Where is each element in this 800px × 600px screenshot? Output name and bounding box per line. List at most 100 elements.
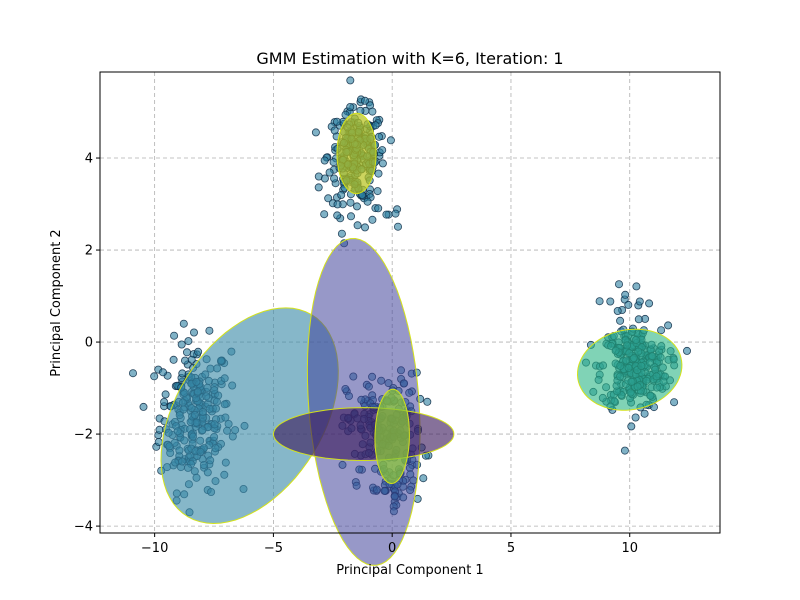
scatter-point [170,331,179,340]
scatter-point [150,372,159,381]
scatter-point [631,413,640,422]
y-tick-label-3: 2 [85,244,93,259]
scatter-point [128,369,137,378]
x-tick-label-4: 10 [621,541,638,556]
scatter-point [368,107,377,116]
scatter-point [161,390,170,399]
scatter-point [393,222,402,231]
scatter-point [320,156,329,165]
y-axis-ticks: −4 −2 0 2 4 [74,152,100,535]
scatter-point [374,132,383,141]
scatter-point [320,174,329,183]
scatter-point [155,425,164,434]
y-tick-label-1: −2 [74,428,93,443]
scatter-point [374,169,383,178]
scatter-point [353,221,362,230]
scatter-point [640,409,649,418]
scatter-point [330,174,339,183]
scatter-point [634,315,643,324]
scatter-point [363,197,372,206]
scatter-point [324,194,333,203]
scatter-point [683,346,692,355]
scatter-point [187,355,196,364]
scatter-point [360,223,369,232]
scatter-point [154,437,163,446]
x-tick-label-2: 0 [388,541,396,556]
scatter-point [360,96,369,105]
scatter-point [180,356,189,365]
gmm-ellipses [160,112,683,566]
scatter-point [645,299,654,308]
scatter-point [329,158,338,167]
scatter-point [657,326,666,335]
gmm-component-ellipse-6 [374,388,410,485]
scatter-point [391,209,400,218]
scatter-point [378,159,387,168]
scatter-point [632,282,641,291]
scatter-point [184,337,193,346]
scatter-point [606,297,615,306]
scatter-point [368,215,377,224]
scatter-point [346,198,355,207]
scatter-point [595,297,604,306]
x-tick-label-3: 5 [507,541,515,556]
scatter-point [613,306,622,315]
x-axis-ticks: −10 −5 0 5 10 [141,533,638,556]
chart-title: GMM Estimation with K=6, Iteration: 1 [256,49,563,68]
scatter-point [179,319,188,328]
y-tick-label-4: 4 [85,152,93,167]
scatter-point [194,347,203,356]
plot-frame [99,71,721,534]
scatter-point [341,110,350,119]
scatter-point [160,397,169,406]
scatter-point [346,212,355,221]
scatter-point [664,321,673,330]
scatter-point [615,280,624,289]
scatter-point [332,117,341,126]
x-axis-label: Principal Component 1 [336,563,483,578]
gmm-component-ellipse-3 [272,407,455,462]
scatter-point [352,202,361,211]
x-tick-label-0: −10 [141,541,168,556]
scatter-point [670,398,679,407]
gmm-component-ellipse-5 [336,112,377,195]
scatter-point [169,355,178,364]
scatter-point [371,121,380,130]
scatter-point [177,340,186,349]
scatter-point [330,126,339,135]
scatter-point [346,103,355,112]
gmm-component-ellipse-4 [576,328,683,411]
scatter-point [158,368,167,377]
scatter-point [627,422,636,431]
scatter-point [382,210,391,219]
scatter-point [423,397,432,406]
scatter-point [621,290,630,299]
scatter-point [205,326,214,335]
scatter-point [386,136,395,145]
scatter-point [314,183,323,192]
scatter-point [620,446,629,455]
scatter-point [419,474,428,483]
scatter-point [139,402,148,411]
scatter-point [337,229,346,238]
scatter-point [374,204,383,213]
scatter-point [624,300,633,309]
y-tick-label-0: −4 [74,520,93,535]
scatter-point [346,76,355,85]
scatter-point [373,187,382,196]
scatter-point [182,348,191,357]
scatter-point [337,190,346,199]
scatter-point [178,369,187,378]
scatter-point [189,328,198,337]
scatter-point [320,210,329,219]
scatter-point [616,316,625,325]
scatter-point [311,128,320,137]
scatter-point [333,200,342,209]
gmm-component-ellipse-1 [160,307,339,525]
y-axis-label: Principal Component 2 [49,229,64,376]
scatter-point [635,297,644,306]
scatter-point [325,168,334,177]
y-tick-label-2: 0 [85,336,93,351]
scatter-point [378,146,387,155]
